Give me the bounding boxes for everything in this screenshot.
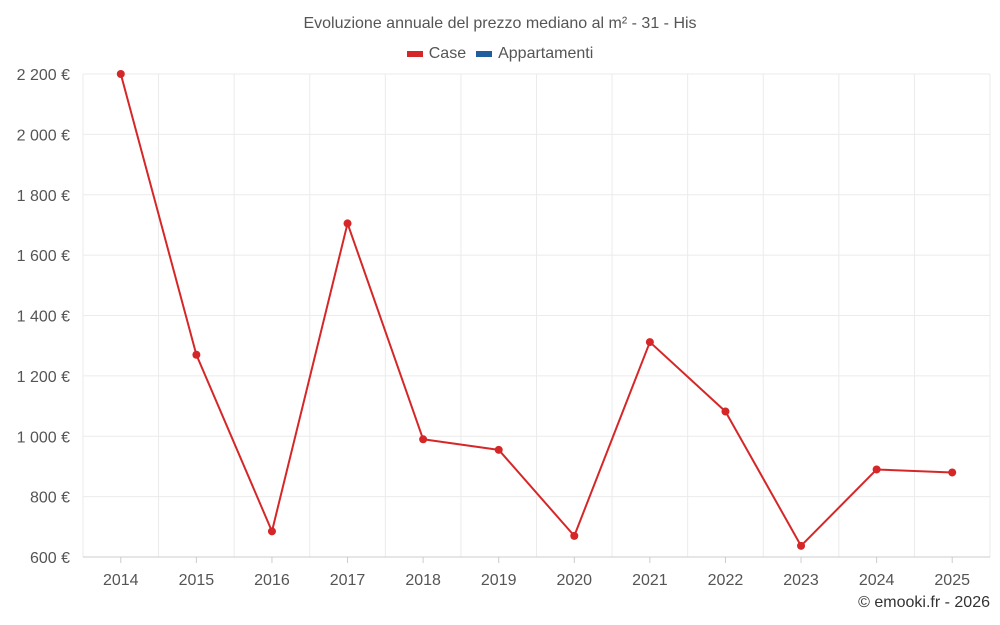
x-tick-label: 2023 (783, 572, 819, 589)
data-point-case (116, 70, 125, 78)
legend-swatch-case (406, 51, 423, 57)
series-line-case (119, 73, 953, 547)
x-tick-label: 2015 (179, 572, 215, 589)
y-tick-label: 1 000 € (17, 429, 70, 446)
data-point-case (192, 350, 201, 359)
data-point-case (267, 527, 276, 536)
x-tick-label: 2016 (254, 572, 290, 589)
data-point-case (872, 465, 881, 474)
data-point-case (721, 407, 730, 416)
x-tick-label: 2020 (556, 572, 592, 589)
x-tick-label: 2017 (330, 572, 366, 589)
y-tick-label: 2 000 € (17, 127, 70, 144)
y-tick-label: 1 600 € (17, 248, 70, 265)
legend-swatch-appartamenti (476, 51, 493, 57)
chart-title: Evoluzione annuale del prezzo mediano al… (303, 15, 697, 32)
legend: Case Appartamenti (0, 45, 1000, 63)
x-tick-label: 2024 (859, 572, 895, 589)
data-point-case (494, 445, 503, 454)
data-point-case (797, 541, 806, 550)
credit-text: © emooki.fr - 2026 (858, 594, 990, 611)
y-tick-label: 1 200 € (17, 369, 70, 386)
x-tick-label: 2014 (103, 572, 139, 589)
legend-label-case: Case (428, 45, 467, 62)
y-tick-label: 1 800 € (17, 188, 70, 205)
data-point-case (570, 531, 579, 540)
x-tick-label: 2019 (481, 572, 517, 589)
y-tick-label: 2 200 € (17, 67, 70, 84)
data-point-case (645, 338, 654, 347)
y-tick-label: 600 € (30, 550, 70, 567)
x-tick-label: 2022 (708, 572, 744, 589)
data-point-case (948, 468, 957, 477)
x-tick-label: 2021 (632, 572, 668, 589)
legend-item-case[interactable]: Case (406, 45, 467, 63)
y-tick-label: 800 € (30, 490, 70, 507)
data-point-case (343, 219, 352, 228)
legend-item-appartamenti[interactable]: Appartamenti (476, 45, 593, 63)
data-point-case (419, 435, 428, 444)
legend-label-appartamenti: Appartamenti (498, 45, 594, 62)
y-tick-label: 1 400 € (17, 309, 70, 326)
x-tick-label: 2025 (934, 572, 970, 589)
x-tick-label: 2018 (405, 572, 441, 589)
